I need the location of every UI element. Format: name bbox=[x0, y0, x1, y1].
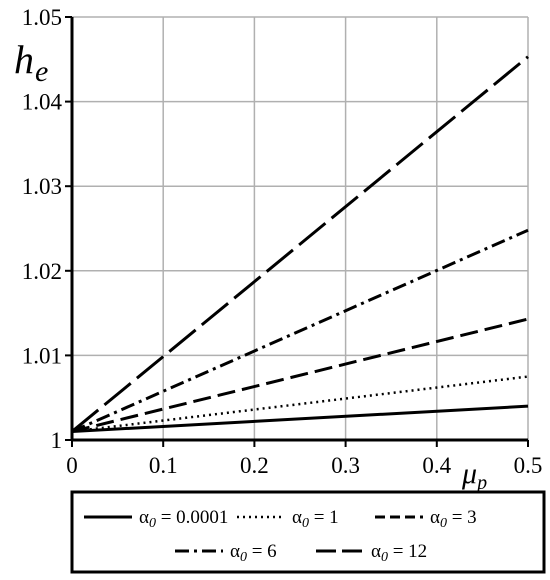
x-tick-label-1: 0.1 bbox=[149, 453, 178, 478]
legend: α0 = 0.0001 α0 = 1 α0 = 3 α0 = 6 α0 = 12 bbox=[70, 490, 546, 574]
legend-label-0: α0 = 0.0001 bbox=[139, 507, 228, 531]
series-line-3 bbox=[71, 228, 529, 433]
y-tick-label-4: 1.04 bbox=[22, 90, 63, 115]
grid-lines bbox=[71, 16, 529, 441]
y-tick-label-1: 1.01 bbox=[22, 343, 62, 368]
series-line-0 bbox=[71, 404, 529, 434]
x-axis-label: μp bbox=[461, 457, 487, 494]
series-lines bbox=[71, 55, 529, 434]
y-tick-label-0: 1 bbox=[51, 428, 63, 453]
legend-label-2: α0 = 3 bbox=[430, 507, 477, 531]
series-line-2 bbox=[71, 317, 529, 433]
y-tick-label-2: 1.02 bbox=[22, 259, 62, 284]
legend-label-4: α0 = 12 bbox=[371, 541, 427, 565]
legend-box bbox=[70, 490, 546, 574]
x-tick-label-5: 0.5 bbox=[514, 453, 543, 478]
series-line-1 bbox=[71, 375, 529, 433]
x-tick-label-4: 0.4 bbox=[422, 453, 451, 478]
x-tick-label-0: 0 bbox=[66, 453, 78, 478]
series-line-4 bbox=[71, 55, 529, 433]
axes bbox=[65, 16, 529, 447]
legend-label-1: α0 = 1 bbox=[292, 507, 339, 531]
y-axis-label: he bbox=[14, 37, 48, 88]
y-tick-label-5: 1.05 bbox=[22, 5, 62, 30]
y-tick-label-3: 1.03 bbox=[22, 174, 62, 199]
x-tick-label-3: 0.3 bbox=[331, 453, 360, 478]
tick-labels: 0 0.1 0.2 0.3 0.4 0.5 1 1.01 1.02 1.03 1.04 1.05 bbox=[22, 5, 543, 478]
x-tick-label-2: 0.2 bbox=[240, 453, 269, 478]
legend-label-3: α0 = 6 bbox=[230, 541, 277, 565]
